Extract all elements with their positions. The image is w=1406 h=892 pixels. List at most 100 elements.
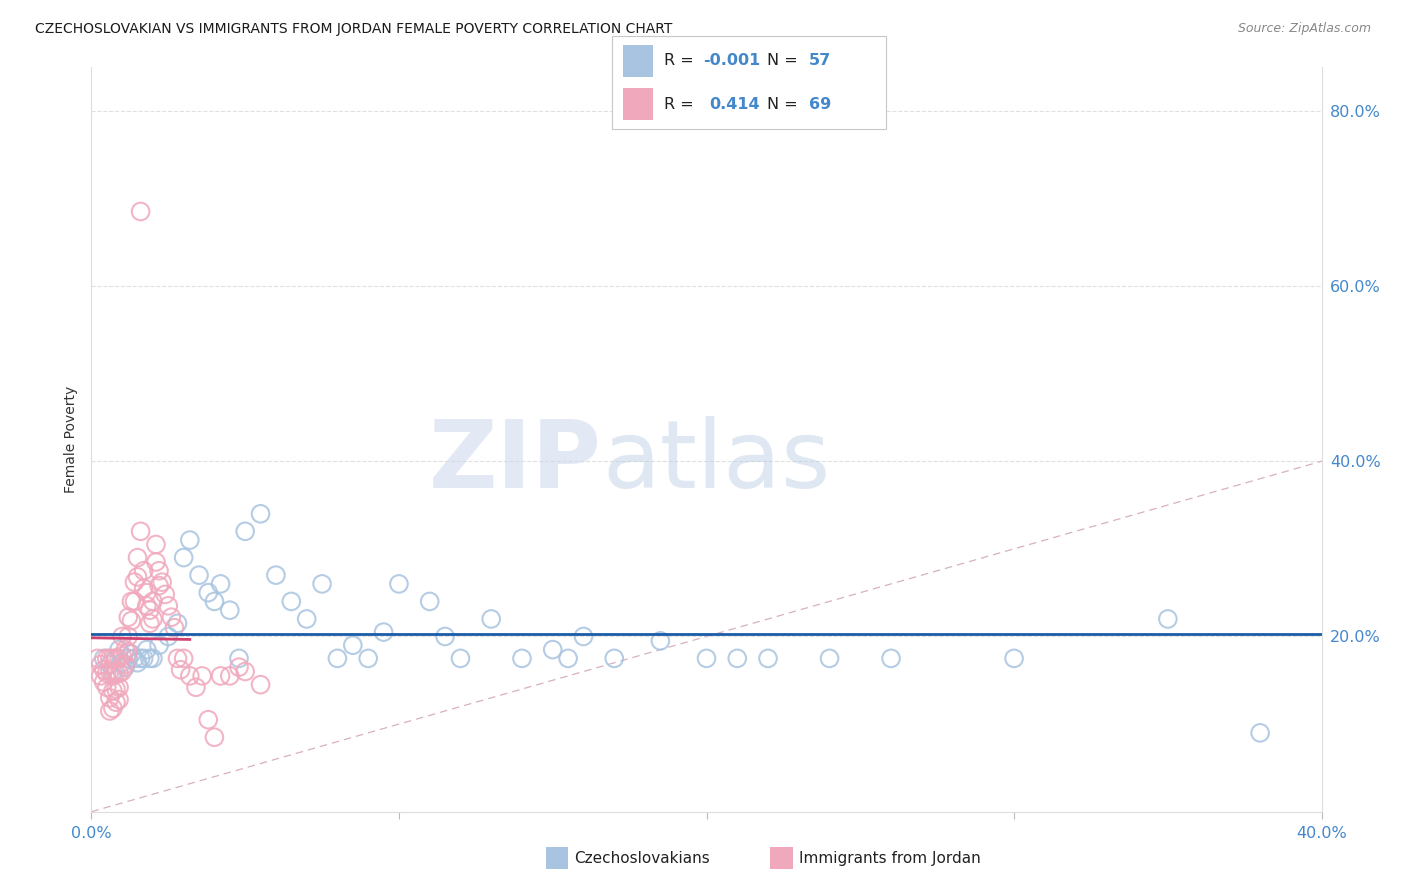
- Text: N =: N =: [766, 54, 803, 69]
- Point: [249, 678, 271, 692]
- Point: [124, 594, 146, 608]
- Point: [169, 663, 191, 677]
- Y-axis label: Female Poverty: Female Poverty: [65, 385, 79, 493]
- Point: [696, 651, 718, 665]
- Point: [650, 633, 672, 648]
- Point: [101, 683, 124, 698]
- Point: [357, 651, 380, 665]
- Point: [111, 665, 134, 679]
- Point: [142, 594, 165, 608]
- Text: R =: R =: [664, 54, 699, 69]
- Point: [108, 666, 131, 681]
- Point: [419, 594, 441, 608]
- Point: [105, 681, 127, 696]
- Point: [173, 550, 195, 565]
- Point: [603, 651, 626, 665]
- Point: [101, 651, 124, 665]
- Bar: [623, 88, 652, 120]
- Point: [188, 568, 211, 582]
- Point: [124, 651, 146, 665]
- Point: [434, 630, 457, 644]
- Point: [105, 651, 127, 665]
- Point: [108, 692, 131, 706]
- Point: [209, 577, 232, 591]
- Point: [101, 665, 124, 679]
- Point: [127, 550, 149, 565]
- Point: [449, 651, 471, 665]
- Point: [108, 681, 131, 695]
- Point: [139, 651, 162, 665]
- Point: [114, 660, 136, 674]
- Point: [541, 642, 564, 657]
- Point: [108, 642, 131, 657]
- Point: [264, 568, 287, 582]
- Text: Immigrants from Jordan: Immigrants from Jordan: [799, 851, 980, 865]
- Point: [132, 651, 155, 665]
- Point: [111, 630, 134, 644]
- Point: [342, 638, 364, 652]
- Point: [114, 657, 136, 672]
- Point: [145, 537, 167, 551]
- Point: [93, 663, 115, 677]
- Point: [117, 630, 139, 644]
- Point: [98, 657, 121, 672]
- Point: [108, 651, 131, 665]
- Text: atlas: atlas: [602, 416, 830, 508]
- Point: [142, 612, 165, 626]
- Point: [139, 603, 162, 617]
- Text: 69: 69: [808, 96, 831, 112]
- Point: [98, 651, 121, 665]
- Point: [479, 612, 502, 626]
- FancyBboxPatch shape: [612, 36, 886, 129]
- Point: [98, 690, 121, 705]
- Point: [233, 665, 256, 679]
- Point: [166, 651, 188, 665]
- Point: [135, 642, 157, 657]
- Point: [249, 507, 271, 521]
- Point: [197, 585, 219, 599]
- Point: [163, 621, 186, 635]
- Point: [114, 642, 136, 657]
- Point: [101, 701, 124, 715]
- Point: [209, 669, 232, 683]
- Point: [218, 603, 240, 617]
- Point: [184, 681, 207, 695]
- Point: [280, 594, 302, 608]
- Point: [202, 594, 225, 608]
- Point: [124, 575, 146, 590]
- Text: R =: R =: [664, 96, 703, 112]
- Point: [191, 669, 214, 683]
- Text: 57: 57: [808, 54, 831, 69]
- Point: [818, 651, 841, 665]
- Point: [233, 524, 256, 539]
- Text: CZECHOSLOVAKIAN VS IMMIGRANTS FROM JORDAN FEMALE POVERTY CORRELATION CHART: CZECHOSLOVAKIAN VS IMMIGRANTS FROM JORDA…: [35, 22, 672, 37]
- Point: [150, 575, 173, 590]
- Point: [228, 660, 250, 674]
- Point: [148, 564, 170, 578]
- Point: [510, 651, 533, 665]
- Point: [166, 616, 188, 631]
- Point: [132, 564, 155, 578]
- Point: [90, 657, 112, 672]
- Text: 0.414: 0.414: [709, 96, 759, 112]
- Point: [326, 651, 349, 665]
- Point: [96, 651, 118, 665]
- Point: [135, 585, 157, 599]
- Point: [157, 599, 180, 613]
- Point: [557, 651, 579, 665]
- Point: [572, 630, 595, 644]
- Point: [111, 648, 134, 663]
- Point: [142, 651, 165, 665]
- Point: [295, 612, 318, 626]
- Point: [105, 695, 127, 709]
- Point: [129, 204, 152, 219]
- Point: [98, 665, 121, 679]
- Point: [111, 656, 134, 670]
- Point: [117, 651, 139, 665]
- Point: [202, 730, 225, 744]
- Point: [132, 582, 155, 596]
- Point: [179, 533, 201, 547]
- Point: [98, 704, 121, 718]
- Point: [1157, 612, 1180, 626]
- Point: [120, 614, 142, 628]
